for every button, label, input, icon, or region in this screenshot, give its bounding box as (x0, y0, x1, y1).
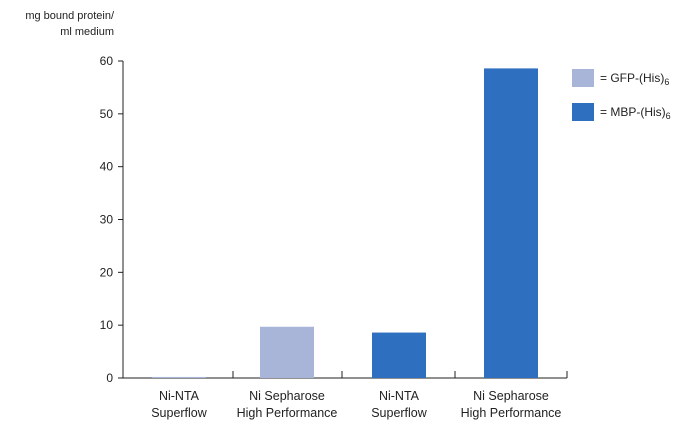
y-tick-label: 40 (100, 160, 114, 174)
legend-swatch-gfp (572, 69, 594, 87)
category-label-3: Ni-NTA Superflow (324, 388, 474, 422)
category-label-2-line1: Ni Sepharose (249, 389, 325, 403)
y-tick-label: 10 (100, 318, 114, 332)
category-label-4-line1: Ni Sepharose (473, 389, 549, 403)
category-label-3-line2: Superflow (371, 406, 427, 420)
y-tick-label: 50 (100, 107, 114, 121)
legend-swatch-mbp (572, 103, 594, 121)
category-label-1-line2: Superflow (151, 406, 207, 420)
y-tick-label: 60 (100, 54, 114, 68)
y-axis-label-line1: mg bound protein/ (25, 10, 114, 22)
y-tick-label: 30 (100, 213, 114, 227)
category-label-4: Ni Sepharose High Performance (436, 388, 586, 422)
chart-bars (152, 68, 538, 378)
bar-2 (260, 326, 314, 378)
y-axis-label-line2: ml medium (60, 26, 114, 38)
category-label-1-line1: Ni-NTA (158, 389, 200, 403)
category-label-2: Ni Sepharose High Performance (212, 388, 362, 422)
legend-label-mbp: = MBP-(His)6 (600, 105, 671, 121)
bar-4 (484, 68, 538, 378)
legend-label-gfp: = GFP-(His)6 (600, 71, 670, 87)
category-label-2-line2: High Performance (236, 406, 338, 420)
category-label-1: Ni-NTA Superflow (104, 388, 254, 422)
bar-3 (372, 332, 426, 378)
category-label-3-line1: Ni-NTA (378, 389, 420, 403)
y-tick-label: 0 (106, 371, 113, 385)
category-label-4-line2: High Performance (460, 406, 562, 420)
y-axis-label: mg bound protein/ ml medium (0, 8, 114, 40)
bar-1 (152, 376, 206, 378)
y-tick-label: 20 (100, 265, 114, 279)
